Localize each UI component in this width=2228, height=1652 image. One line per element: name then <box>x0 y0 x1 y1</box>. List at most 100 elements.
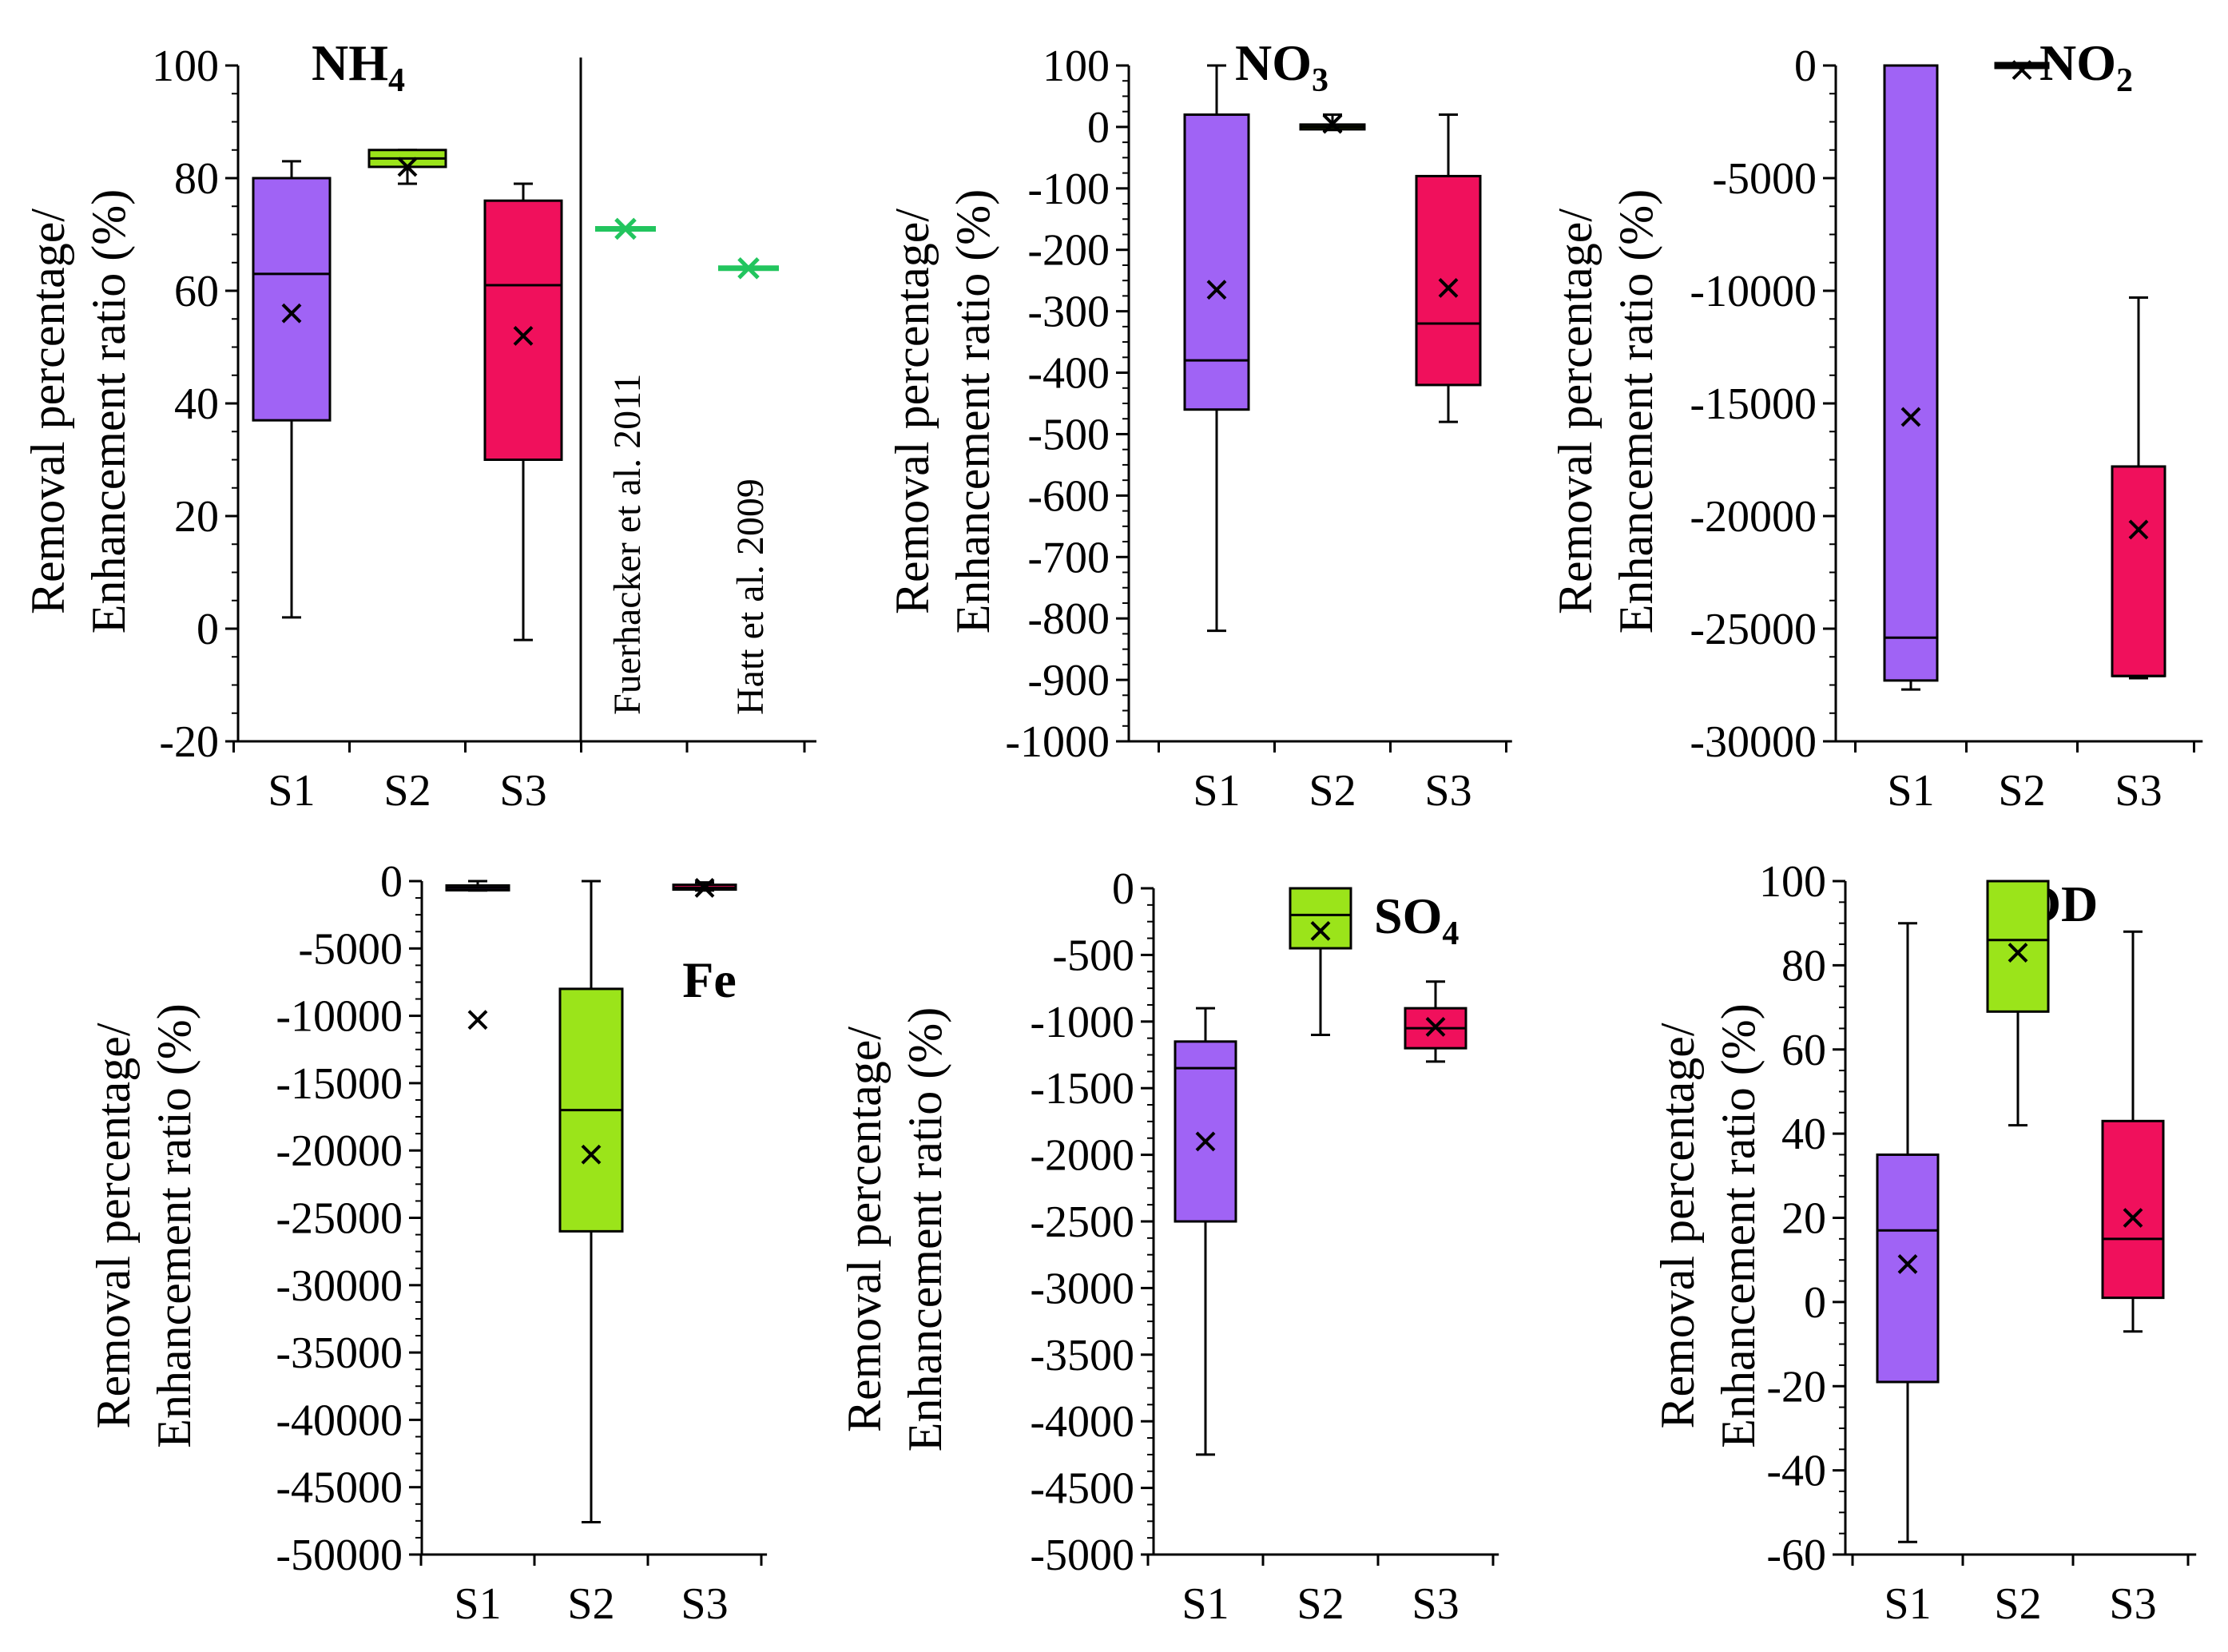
box-s1 <box>1174 1007 1237 1456</box>
x-tick-label: S3 <box>2115 766 2162 816</box>
y-tick-label: -3500 <box>1030 1331 1134 1380</box>
y-tick-label: 40 <box>1781 1110 1826 1159</box>
mean-marker <box>1900 407 1921 427</box>
y-tick-label: 60 <box>1781 1026 1826 1075</box>
box-s1 <box>1183 64 1250 633</box>
y-tick-label: -15000 <box>1690 379 1817 429</box>
chart-panel: 100 80 60 40 20 0 -20 S1 S2 S3 Removal percentage/… <box>22 34 816 816</box>
y-tick-label: 60 <box>174 267 219 316</box>
box-s3 <box>1404 980 1467 1063</box>
panel-title: NO3 <box>1235 34 1328 99</box>
y-axis-title-line2: Enhancement ratio (%) <box>1610 189 1662 633</box>
box-s1 <box>1883 64 1939 691</box>
y-tick-label: -5000 <box>1030 1531 1134 1580</box>
mean-marker <box>1195 1131 1216 1152</box>
y-axis-title-line2: Enhancement ratio (%) <box>947 189 999 633</box>
iqr-box <box>1289 887 1352 950</box>
chart-panel: 0 -500 -1000 -1500 -2000 -2500 -3000 -3500 -4000… <box>838 864 1499 1629</box>
y-axis-title-line1: Removal percentage/ <box>886 208 939 614</box>
y-tick-label: -40 <box>1766 1447 1826 1496</box>
y-tick-label: -1500 <box>1030 1064 1134 1114</box>
y-tick-label: 20 <box>1781 1194 1826 1244</box>
y-tick-label: -700 <box>1027 533 1110 582</box>
mean-marker <box>1897 1254 1918 1274</box>
y-tick-label: -10000 <box>1690 267 1817 316</box>
y-tick-label: -20 <box>1766 1362 1826 1412</box>
box-s3 <box>2101 930 2165 1333</box>
box-s3 <box>2111 296 2166 680</box>
iqr-box <box>483 199 563 461</box>
y-tick-label: -4500 <box>1030 1464 1134 1514</box>
chart-panel: 100 0 -100 -200 -300 -400 -500 -600 -700 -800 -900… <box>886 34 1512 816</box>
y-tick-label: -600 <box>1027 471 1110 521</box>
iqr-box <box>1986 880 2050 1013</box>
y-tick-label: 100 <box>1043 42 1110 91</box>
y-tick-label: 80 <box>174 154 219 204</box>
y-tick-label: -800 <box>1027 594 1110 644</box>
x-tick-label: S2 <box>383 766 431 816</box>
reference-label: Fuerhacker et al. 2011 <box>606 374 649 715</box>
box-s2 <box>367 149 447 185</box>
x-tick-label: S3 <box>2109 1579 2156 1629</box>
y-axis-title-line1: Removal percentage/ <box>838 1027 891 1432</box>
box-s1 <box>252 160 332 619</box>
y-tick-label: 100 <box>152 42 219 91</box>
chart-panel: 0 -5000 -10000 -15000 -20000 -25000 -30000 S1 S2… <box>1549 34 2203 816</box>
box-s2 <box>1986 880 2050 1127</box>
mean-marker <box>2128 519 2149 540</box>
box-s1 <box>445 880 510 1031</box>
y-axis-title-line1: Removal percentage/ <box>1549 208 1602 614</box>
reference-marker-cross <box>614 217 637 240</box>
iqr-box <box>1183 113 1250 411</box>
iqr-box <box>1876 1153 1940 1384</box>
reference-marker-cross <box>737 257 760 280</box>
x-tick-label: S2 <box>1998 766 2045 816</box>
x-tick-label: S2 <box>567 1579 614 1629</box>
y-tick-label: -25000 <box>1690 605 1817 654</box>
iqr-box <box>252 177 332 422</box>
x-tick-label: S3 <box>681 1579 728 1629</box>
y-tick-label: 80 <box>1781 941 1826 991</box>
box-s2 <box>1994 60 2050 81</box>
box-s1 <box>1876 922 1940 1543</box>
y-tick-label: 40 <box>174 379 219 429</box>
chart-panel: 100 80 60 40 20 0 -20 -40 -60 S1 S2 S3 Removal perce… <box>1651 857 2197 1629</box>
y-tick-label: -25000 <box>276 1194 403 1244</box>
x-tick-label: S2 <box>1297 1579 1344 1629</box>
x-tick-label: S1 <box>454 1579 501 1629</box>
panel-title: NO2 <box>2039 34 2133 99</box>
mean-marker <box>397 157 418 177</box>
y-tick-label: 100 <box>1759 857 1826 907</box>
y-tick-label: -50000 <box>276 1531 403 1580</box>
y-tick-label: -5000 <box>1712 154 1817 204</box>
mean-marker <box>2123 1208 2143 1228</box>
y-tick-label: -1000 <box>1030 998 1134 1047</box>
mean-marker <box>1425 1017 1446 1037</box>
mean-marker <box>1438 277 1459 298</box>
y-tick-label: -30000 <box>1690 717 1817 767</box>
x-tick-label: S3 <box>1424 766 1471 816</box>
panel-title: Fe <box>682 951 737 1008</box>
y-tick-label: -20000 <box>276 1126 403 1176</box>
mean-marker <box>1310 920 1331 941</box>
y-tick-label: 0 <box>197 605 219 654</box>
y-tick-label: 0 <box>380 857 403 907</box>
y-tick-label: -400 <box>1027 349 1110 399</box>
y-tick-label: -15000 <box>276 1059 403 1109</box>
y-tick-label: -200 <box>1027 226 1110 276</box>
iqr-box <box>1174 1040 1237 1223</box>
y-tick-label: 0 <box>1804 1278 1826 1328</box>
x-tick-label: S1 <box>1193 766 1240 816</box>
mean-marker <box>581 1144 602 1165</box>
box-s3 <box>672 878 737 898</box>
reference-label: Hatt et al. 2009 <box>729 479 772 715</box>
x-tick-label: S3 <box>1412 1579 1459 1629</box>
x-tick-label: S1 <box>1182 1579 1229 1629</box>
mean-marker <box>694 878 715 898</box>
y-tick-label: -2500 <box>1030 1197 1134 1247</box>
y-axis-title-line2: Enhancement ratio (%) <box>1712 1003 1765 1447</box>
mean-marker <box>1206 280 1227 300</box>
x-tick-label: S1 <box>1887 766 1934 816</box>
mean-marker <box>1322 113 1343 134</box>
